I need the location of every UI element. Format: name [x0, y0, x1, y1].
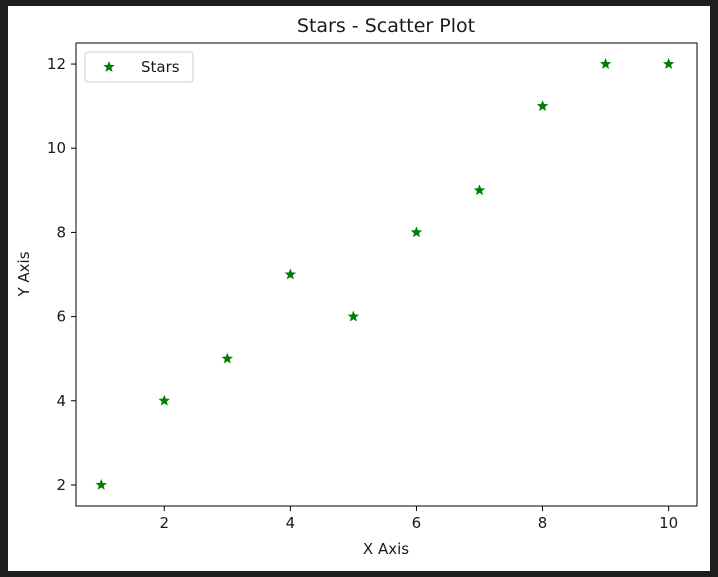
y-axis-label: Y Axis — [15, 251, 33, 297]
y-axis: 2 4 6 8 10 12 — [47, 55, 76, 494]
legend-star-icon — [103, 61, 115, 72]
data-points — [95, 58, 675, 490]
x-tick-label: 2 — [159, 514, 169, 532]
y-tick-label: 10 — [47, 139, 66, 157]
star-point — [536, 100, 549, 111]
star-point — [662, 58, 675, 69]
axes-frame — [75, 42, 698, 507]
x-tick-label: 10 — [659, 514, 678, 532]
scatter-chart: Stars - Scatter Plot 2 4 6 8 10 2 4 6 8 10 12 X A… — [15, 15, 698, 558]
star-point — [284, 268, 297, 280]
star-point — [410, 226, 423, 238]
star-point — [473, 184, 486, 196]
star-point — [221, 352, 234, 364]
legend: Stars — [84, 51, 194, 83]
star-point — [95, 478, 107, 490]
x-tick-label: 6 — [412, 514, 422, 532]
plot-area — [75, 42, 698, 507]
x-axis-label: X Axis — [363, 540, 409, 558]
star-point — [599, 58, 612, 69]
figure-frame: Stars - Scatter Plot 2 4 6 8 10 2 4 6 8 10 12 X A… — [8, 6, 710, 571]
legend-box — [84, 51, 194, 83]
y-tick-label: 12 — [47, 55, 66, 73]
star-point — [347, 310, 360, 322]
y-tick-label: 2 — [56, 476, 66, 494]
legend-label-stars: Stars — [141, 58, 180, 76]
x-axis: 2 4 6 8 10 — [159, 506, 678, 532]
y-tick-label: 6 — [56, 308, 66, 326]
x-tick-label: 8 — [538, 514, 548, 532]
legend-star-marker — [103, 61, 115, 72]
star-point — [158, 394, 170, 406]
y-tick-label: 4 — [56, 392, 66, 410]
y-tick-label: 8 — [56, 223, 66, 241]
x-tick-label: 4 — [286, 514, 296, 532]
chart-title: Stars - Scatter Plot — [297, 15, 475, 37]
